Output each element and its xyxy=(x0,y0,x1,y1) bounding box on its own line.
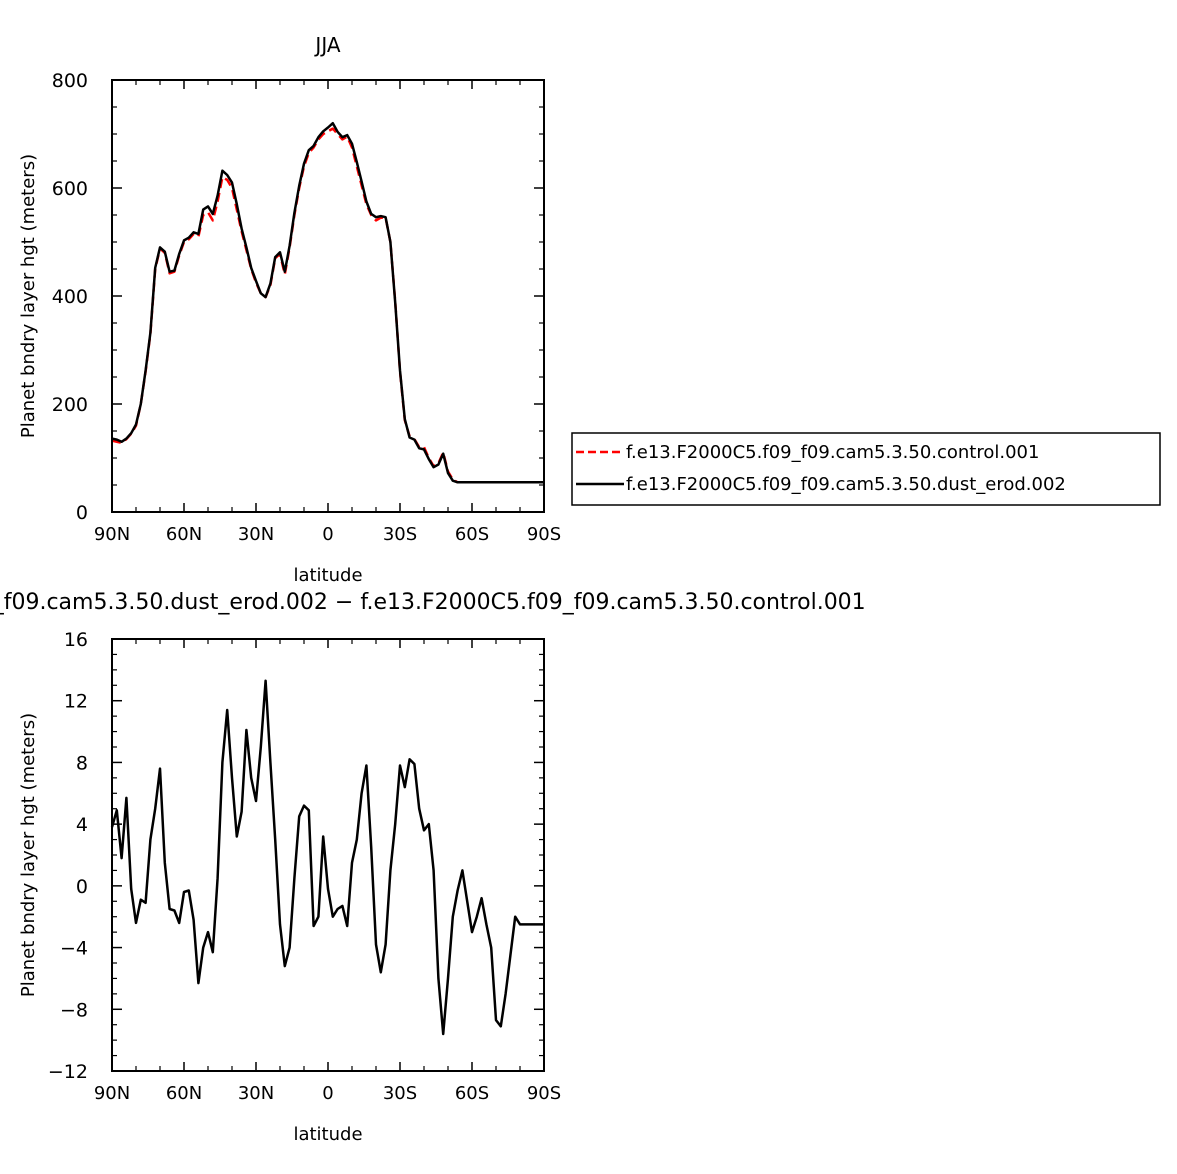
top-x-tick-label: 90N xyxy=(94,524,130,545)
bottom-x-tick-label: 0 xyxy=(322,1083,333,1104)
top-plot-frame xyxy=(111,79,545,513)
bottom-y-tick-label: −4 xyxy=(60,938,88,960)
legend-label-control: f.e13.F2000C5.f09_f09.cam5.3.50.control.… xyxy=(626,442,1039,463)
bottom-series-line-0 xyxy=(110,679,544,1036)
top-y-tick-label: 600 xyxy=(52,178,88,200)
bottom-x-tick-label: 30S xyxy=(383,1083,417,1104)
bottom-y-tick-label: 0 xyxy=(76,876,88,898)
top-chart-title: JJA xyxy=(313,33,340,57)
legend-label-dust-erod: f.e13.F2000C5.f09_f09.cam5.3.50.dust_ero… xyxy=(626,474,1066,495)
bottom-x-tick-label: 90N xyxy=(94,1083,130,1104)
top-x-tick-label: 30S xyxy=(383,524,417,545)
legend: f.e13.F2000C5.f09_f09.cam5.3.50.control.… xyxy=(571,432,1161,506)
top-x-tick-label: 60N xyxy=(166,524,202,545)
bottom-y-tick-label: 16 xyxy=(64,629,88,651)
bottom-x-axis-label: latitude xyxy=(293,1124,362,1145)
bottom-y-tick-label: 12 xyxy=(64,691,88,713)
bottom-y-axis-label: Planet bndry layer hgt (meters) xyxy=(18,713,39,997)
top-x-tick-label: 30N xyxy=(238,524,274,545)
bottom-y-tick-label: −8 xyxy=(60,999,88,1021)
top-y-tick-label: 200 xyxy=(52,394,88,416)
top-series-line-0 xyxy=(111,127,544,484)
bottom-chart-ticks: 90N 60N 30N 0 30S 60S 90S −12 −8 −4 0 4 8 12 16 xyxy=(48,629,561,1104)
bottom-y-tick-label: 4 xyxy=(76,814,88,836)
top-y-tick-label: 800 xyxy=(52,70,88,92)
bottom-chart-title: f.e13.F2000C5.f09_f09.cam5.3.50.dust_ero… xyxy=(0,590,866,615)
top-y-tick-label: 0 xyxy=(76,502,88,524)
top-x-tick-label: 60S xyxy=(455,524,489,545)
top-chart-series-group xyxy=(111,121,544,484)
bottom-y-tick-label: 8 xyxy=(76,752,88,774)
chart-bottom: f.e13.F2000C5.f09_f09.cam5.3.50.dust_ero… xyxy=(0,590,866,1145)
top-x-tick-label: 90S xyxy=(527,524,561,545)
bottom-x-tick-label: 90S xyxy=(527,1083,561,1104)
top-y-tick-label: 400 xyxy=(52,286,88,308)
bottom-x-tick-label: 30N xyxy=(238,1083,274,1104)
chart-top: JJA 90N 60N 30N 0 30S 60S 90S 0 200 400 600 800 lat… xyxy=(18,33,1161,586)
bottom-x-tick-label: 60N xyxy=(166,1083,202,1104)
top-y-axis-label: Planet bndry layer hgt (meters) xyxy=(18,154,39,438)
bottom-chart-series-group xyxy=(110,679,544,1036)
bottom-y-tick-label: −12 xyxy=(48,1061,88,1083)
bottom-x-tick-label: 60S xyxy=(455,1083,489,1104)
legend-box xyxy=(571,432,1161,506)
top-x-tick-label: 0 xyxy=(322,524,333,545)
bottom-plot-frame xyxy=(111,638,545,1072)
top-x-axis-label: latitude xyxy=(293,565,362,586)
top-series-line-1 xyxy=(111,121,544,484)
top-chart-ticks: 90N 60N 30N 0 30S 60S 90S 0 200 400 600 800 xyxy=(52,70,561,545)
